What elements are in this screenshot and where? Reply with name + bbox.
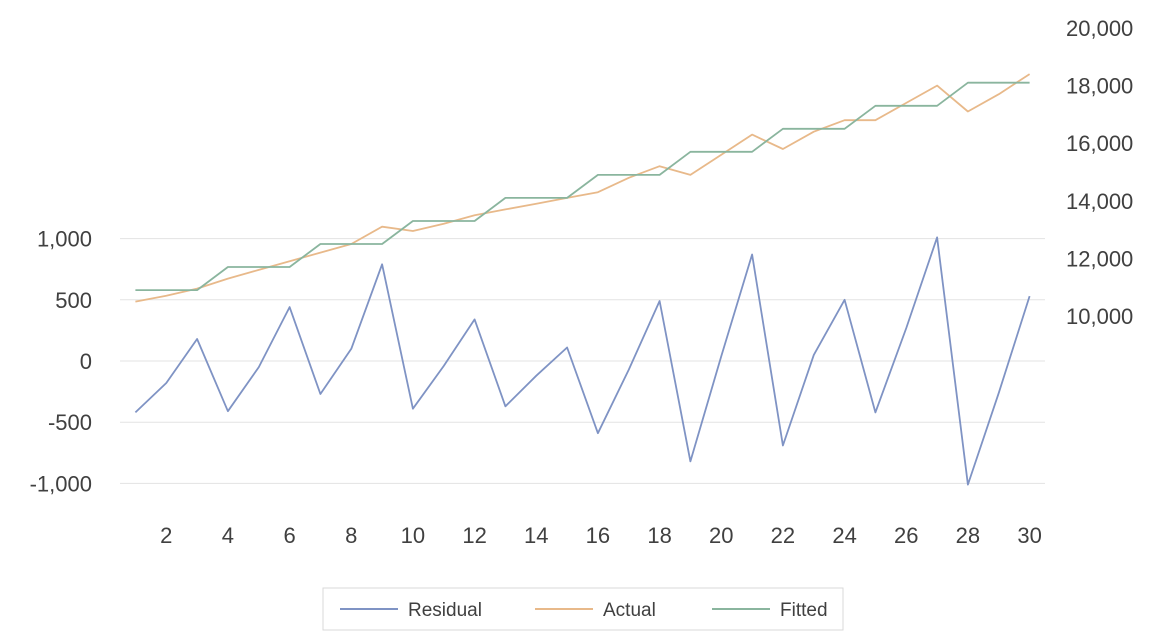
- series-line-residual: [134, 236, 1031, 486]
- legend-label: Actual: [603, 600, 656, 621]
- series-lines: [134, 73, 1031, 486]
- left-tick-label: 500: [55, 288, 92, 313]
- left-tick-label: -500: [48, 410, 92, 435]
- right-tick-label: 16,000: [1066, 131, 1133, 156]
- x-tick-label: 14: [524, 523, 548, 548]
- legend: Residual Actual Fitted: [322, 587, 844, 631]
- x-tick-label: 8: [345, 523, 357, 548]
- grid-lines: [120, 238, 1045, 484]
- x-tick-label: 28: [956, 523, 980, 548]
- x-tick-label: 4: [222, 523, 234, 548]
- legend-label: Fitted: [780, 600, 828, 621]
- series-line-fitted: [135, 81, 1030, 292]
- right-axis-ticks: 10,000 12,000 14,000 16,000 18,000 20,000: [1066, 16, 1133, 329]
- x-tick-label: 12: [462, 523, 486, 548]
- right-tick-label: 14,000: [1066, 189, 1133, 214]
- x-tick-label: 22: [771, 523, 795, 548]
- right-tick-label: 12,000: [1066, 246, 1133, 271]
- left-axis-ticks: -1,000 -500 0 500 1,000: [30, 227, 92, 497]
- x-tick-label: 26: [894, 523, 918, 548]
- x-tick-label: 2: [160, 523, 172, 548]
- x-tick-label: 30: [1017, 523, 1041, 548]
- legend-item-residual: Residual: [340, 600, 482, 621]
- legend-item-fitted: Fitted: [712, 600, 828, 621]
- left-tick-label: -1,000: [30, 471, 92, 496]
- left-tick-label: 1,000: [37, 227, 92, 252]
- series-line-actual: [135, 73, 1031, 303]
- legend-item-actual: Actual: [535, 600, 656, 621]
- legend-label: Residual: [408, 600, 482, 621]
- x-axis-ticks: 2 4 6 8 10 12 14 16 18 20 22 24 26 28 30: [160, 523, 1042, 548]
- right-tick-label: 20,000: [1066, 16, 1133, 41]
- left-tick-label: 0: [80, 349, 92, 374]
- x-tick-label: 6: [283, 523, 295, 548]
- x-tick-label: 24: [832, 523, 856, 548]
- x-tick-label: 18: [647, 523, 671, 548]
- x-tick-label: 10: [401, 523, 425, 548]
- right-tick-label: 18,000: [1066, 74, 1133, 99]
- x-tick-label: 20: [709, 523, 733, 548]
- right-tick-label: 10,000: [1066, 304, 1133, 329]
- x-tick-label: 16: [586, 523, 610, 548]
